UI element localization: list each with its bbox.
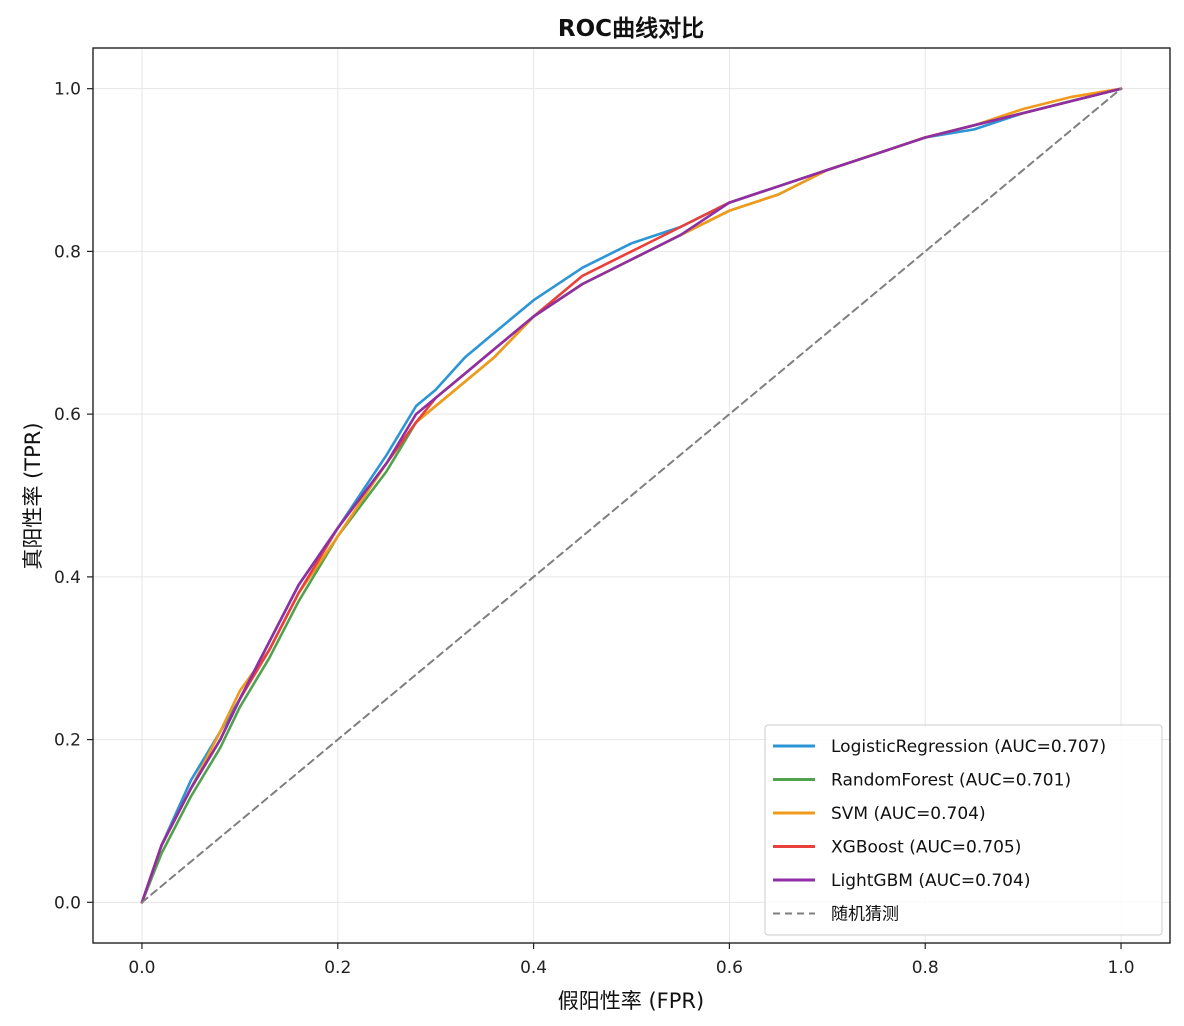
- y-tick-label: 0.8: [54, 242, 81, 262]
- legend: LogisticRegression (AUC=0.707) RandomFore…: [764, 724, 1163, 936]
- y-tick-label: 0.4: [54, 568, 81, 588]
- x-tick-label: 0.0: [128, 958, 155, 978]
- x-tick-label: 0.6: [716, 958, 743, 978]
- series-line-4: [140, 87, 1123, 904]
- x-axis-label: 假阳性率 (FPR): [558, 989, 704, 1013]
- legend-label-1: RandomForest (AUC=0.701): [831, 771, 1071, 791]
- y-tick-label: 0.2: [54, 731, 81, 751]
- chart-title: ROC曲线对比: [558, 15, 704, 42]
- series-line-5: [141, 87, 1122, 904]
- x-tick-label: 0.2: [324, 958, 351, 978]
- legend-label-3: XGBoost (AUC=0.705): [831, 838, 1021, 858]
- series-layer: [140, 87, 1123, 904]
- ticks: 0.0 0.2 0.4 0.6 0.8 1.0 0.0 0.2 0.4 0.6 0.8 1.0: [54, 80, 1135, 978]
- legend-label-4: LightGBM (AUC=0.704): [831, 871, 1030, 891]
- y-tick-label: 0.0: [54, 893, 81, 913]
- y-axis-label: 真阳性率 (TPR): [21, 422, 45, 569]
- legend-label-0: LogisticRegression (AUC=0.707): [831, 737, 1106, 757]
- y-tick-label: 1.0: [54, 80, 81, 100]
- legend-label-2: SVM (AUC=0.704): [831, 804, 986, 824]
- legend-label-5: 随机猜测: [831, 905, 899, 925]
- x-tick-label: 1.0: [1108, 958, 1135, 978]
- plot-frame: [92, 47, 1171, 944]
- legend-box: [764, 724, 1163, 936]
- x-tick-label: 0.4: [520, 958, 547, 978]
- y-tick-label: 0.6: [54, 405, 81, 425]
- x-tick-label: 0.8: [912, 958, 939, 978]
